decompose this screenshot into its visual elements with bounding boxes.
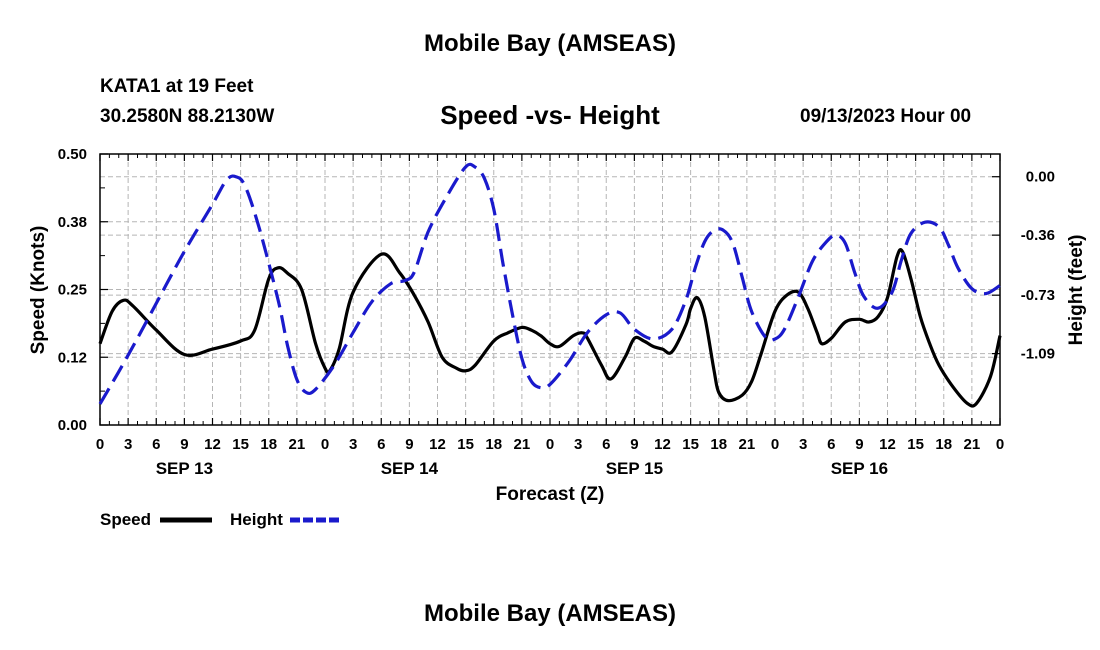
day-label: SEP 16 bbox=[831, 459, 888, 478]
x-tick-label: 3 bbox=[574, 436, 582, 453]
x-tick-label: 6 bbox=[827, 436, 835, 453]
x-tick-label: 6 bbox=[377, 436, 385, 453]
forecast-datetime: 09/13/2023 Hour 00 bbox=[800, 106, 972, 127]
chart-series bbox=[98, 162, 1002, 408]
x-tick-label: 21 bbox=[964, 436, 981, 453]
y-right-tick-labels: -1.09 -0.73 -0.36 0.00 bbox=[1021, 169, 1055, 363]
x-tick-label: 9 bbox=[855, 436, 863, 453]
x-tick-label: 12 bbox=[654, 436, 671, 453]
x-tick-label: 0 bbox=[771, 436, 779, 453]
x-tick-label: 12 bbox=[204, 436, 221, 453]
x-tick-label: 6 bbox=[602, 436, 610, 453]
height-series-line bbox=[98, 162, 1001, 405]
x-tick-label: 15 bbox=[682, 436, 699, 453]
x-tick-labels: 0 3 6 9 12 15 18 21 0 3 6 9 12 15 18 21 0 3 6 9 12 15 18 21 0 3 6 9… bbox=[96, 436, 1004, 453]
day-label: SEP 15 bbox=[606, 459, 663, 478]
x-tick-label: 18 bbox=[485, 436, 502, 453]
y-left-tick-label: 0.25 bbox=[58, 282, 87, 299]
legend: Speed Height bbox=[100, 510, 342, 529]
x-tick-label: 21 bbox=[289, 436, 306, 453]
x-tick-label: 3 bbox=[349, 436, 357, 453]
x-tick-label: 15 bbox=[457, 436, 474, 453]
x-tick-label: 0 bbox=[96, 436, 104, 453]
x-tick-label: 9 bbox=[405, 436, 413, 453]
day-label: SEP 13 bbox=[156, 459, 213, 478]
axis-ticks bbox=[99, 153, 1001, 426]
x-tick-label: 21 bbox=[514, 436, 531, 453]
day-labels: SEP 13 SEP 14 SEP 15 SEP 16 bbox=[156, 459, 888, 478]
bottom-title: Mobile Bay (AMSEAS) bbox=[423, 600, 677, 627]
y-left-tick-label: 0.38 bbox=[58, 214, 87, 231]
x-tick-label: 6 bbox=[152, 436, 160, 453]
speed-series-line bbox=[98, 248, 1002, 408]
station-coordinates: 30.2580N 88.2130W bbox=[100, 106, 275, 127]
y-right-tick-label: -0.73 bbox=[1021, 287, 1055, 304]
y-right-axis-title: Height (feet) bbox=[1066, 235, 1087, 346]
day-label: SEP 14 bbox=[381, 459, 439, 478]
y-left-tick-label: 0.12 bbox=[58, 349, 87, 366]
x-tick-label: 15 bbox=[907, 436, 924, 453]
legend-height-label: Height bbox=[230, 510, 283, 529]
station-label: KATA1 at 19 Feet bbox=[100, 76, 254, 97]
y-left-tick-label: 0.00 bbox=[58, 417, 87, 434]
x-tick-label: 3 bbox=[124, 436, 132, 453]
x-tick-label: 18 bbox=[260, 436, 277, 453]
y-left-tick-labels: 0.00 0.12 0.25 0.38 0.50 bbox=[58, 146, 87, 434]
y-right-tick-label: 0.00 bbox=[1026, 169, 1055, 186]
x-tick-label: 18 bbox=[935, 436, 952, 453]
y-right-tick-label: -0.36 bbox=[1021, 227, 1055, 244]
y-left-tick-label: 0.50 bbox=[58, 146, 87, 163]
x-tick-label: 18 bbox=[710, 436, 727, 453]
x-tick-label: 9 bbox=[180, 436, 188, 453]
legend-speed-label: Speed bbox=[100, 510, 151, 529]
x-tick-label: 0 bbox=[996, 436, 1004, 453]
y-left-axis-title: Speed (Knots) bbox=[28, 226, 49, 355]
x-tick-label: 12 bbox=[429, 436, 446, 453]
x-tick-label: 0 bbox=[321, 436, 329, 453]
y-right-tick-label: -1.09 bbox=[1021, 346, 1055, 363]
x-tick-label: 15 bbox=[232, 436, 249, 453]
main-title: Mobile Bay (AMSEAS) bbox=[423, 30, 677, 57]
x-tick-label: 12 bbox=[879, 436, 896, 453]
x-tick-label: 9 bbox=[630, 436, 638, 453]
x-tick-label: 3 bbox=[799, 436, 807, 453]
x-axis-title: Forecast (Z) bbox=[496, 484, 605, 505]
x-tick-label: 0 bbox=[546, 436, 554, 453]
x-tick-label: 21 bbox=[739, 436, 756, 453]
chart-title: Speed -vs- Height bbox=[440, 100, 660, 130]
